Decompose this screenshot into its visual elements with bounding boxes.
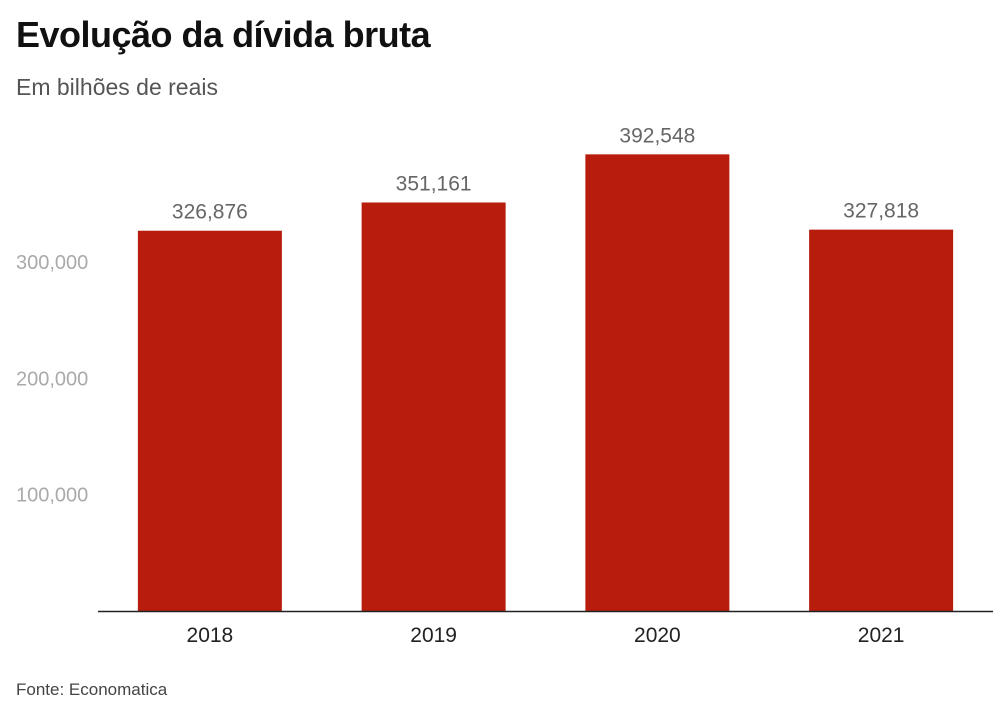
y-tick-label: 300,000 (16, 252, 88, 274)
chart-subtitle: Em bilhões de reais (16, 74, 218, 100)
bar-2019 (361, 202, 506, 611)
data-label-2019: 351,161 (396, 172, 472, 195)
data-label-2020: 392,548 (619, 124, 695, 147)
value-labels: 326,876 351,161 392,548 327,818 (172, 124, 919, 223)
data-label-2021: 327,818 (843, 200, 919, 223)
bar-2021 (809, 229, 954, 611)
x-axis-labels: 2018 2019 2020 2021 (187, 624, 905, 647)
x-tick-label-2021: 2021 (858, 624, 905, 647)
x-tick-label-2018: 2018 (187, 624, 234, 647)
bar-2020 (585, 154, 730, 612)
source-note: Fonte: Economatica (16, 680, 168, 699)
bars (137, 154, 954, 612)
data-label-2018: 326,876 (172, 201, 248, 224)
y-axis-ticks: 100,000 200,000 300,000 (16, 252, 88, 507)
y-tick-label: 100,000 (16, 485, 88, 507)
bar-2018 (137, 230, 282, 611)
chart-title: Evolução da dívida bruta (16, 14, 431, 55)
x-tick-label-2020: 2020 (634, 624, 681, 647)
x-tick-label-2019: 2019 (410, 624, 457, 647)
y-tick-label: 200,000 (16, 368, 88, 390)
